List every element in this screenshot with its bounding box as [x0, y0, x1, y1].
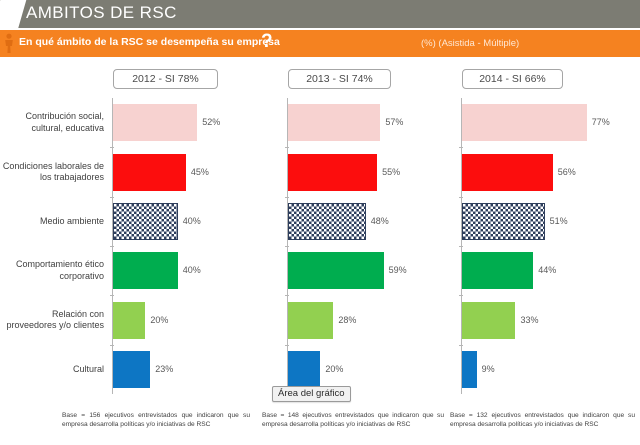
bar-value-label: 48%	[370, 215, 389, 226]
footnote-2012: Base = 156 ejecutivos entrevistados que …	[62, 412, 250, 428]
bar-1-2[interactable]	[288, 202, 366, 240]
axis-tick	[459, 295, 463, 297]
bar-value-label: 40%	[182, 265, 201, 276]
category-label: Comportamiento ético corporativo	[15, 259, 104, 281]
bar-value-label: 57%	[385, 117, 404, 128]
bar-0-2[interactable]	[113, 202, 178, 240]
year-header-2012[interactable]: 2012 - SI 78%	[113, 69, 218, 89]
year-header-2013[interactable]: 2013 - SI 74%	[288, 69, 391, 89]
bar-value-label: 9%	[481, 363, 495, 374]
bar-value-label: 55%	[382, 166, 401, 177]
bar-value-label: 52%	[202, 117, 221, 128]
bar-2-1[interactable]	[462, 153, 553, 191]
question-label: En qué ámbito de la RSC se desempeña su …	[19, 36, 280, 48]
title-bar: AMBITOS DE RSC	[0, 0, 640, 28]
axis-tick	[285, 295, 289, 297]
bar-value-label: 51%	[549, 215, 568, 226]
bar-0-3[interactable]	[113, 252, 178, 290]
bar-0-4[interactable]	[113, 301, 146, 339]
bar-value-label: 44%	[538, 265, 557, 276]
bar-value-label: 20%	[150, 314, 169, 325]
axis-tick	[110, 295, 114, 297]
bar-1-5[interactable]	[288, 350, 321, 388]
bar-2-4[interactable]	[462, 301, 516, 339]
bar-1-3[interactable]	[288, 252, 384, 290]
axis-tick	[285, 147, 289, 149]
assist-note: (%) (Asistida - Múltiple)	[421, 38, 520, 49]
chart-panel-2014[interactable]: 77% 56% 51% 44% 33% 9%	[459, 98, 619, 394]
axis-tick	[110, 147, 114, 149]
bar-value-label: 59%	[388, 265, 407, 276]
bar-2-2[interactable]	[462, 202, 545, 240]
category-label: Cultural	[72, 363, 104, 374]
bar-0-5[interactable]	[113, 350, 151, 388]
question-mark-icon: ?	[261, 31, 273, 52]
bar-1-1[interactable]	[288, 153, 378, 191]
bar-value-label: 20%	[325, 363, 344, 374]
question-bar: En qué ámbito de la RSC se desempeña su …	[0, 30, 640, 57]
bar-0-0[interactable]	[113, 104, 198, 142]
bar-value-label: 23%	[155, 363, 174, 374]
chart-panel-2012[interactable]: 52% 45% 40% 40% 20% 23%	[110, 98, 268, 394]
axis-tick	[459, 196, 463, 198]
category-axis: Contribución social, cultural, educativa…	[0, 98, 108, 394]
bar-value-label: 40%	[182, 215, 201, 226]
bar-value-label: 33%	[520, 314, 539, 325]
axis-tick	[459, 344, 463, 346]
category-label: Contribución social, cultural, educativa	[25, 111, 104, 133]
footnote-2013: Base = 148 ejecutivos entrevistados que …	[262, 412, 444, 428]
category-label: Condiciones laborales de los trabajadore…	[2, 160, 104, 183]
axis-tick	[285, 246, 289, 247]
person-icon	[5, 33, 13, 53]
axis-tick	[459, 147, 463, 149]
bar-1-4[interactable]	[288, 301, 334, 339]
decorative-slash	[0, 0, 29, 28]
bar-2-3[interactable]	[462, 252, 534, 290]
axis-tick	[110, 344, 114, 346]
bar-1-0[interactable]	[288, 104, 381, 142]
bar-value-label: 28%	[338, 314, 357, 325]
page-title: AMBITOS DE RSC	[26, 3, 177, 22]
chart-panel-2013[interactable]: 57% 55% 48% 59% 28% 20%	[285, 98, 443, 394]
bar-value-label: 56%	[557, 166, 576, 177]
footnote-2014: Base = 132 ejecutivos entrevistados que …	[450, 412, 635, 428]
category-label: Relación con proveedores y/o clientes	[6, 308, 104, 331]
axis-tick	[110, 196, 114, 198]
axis-tick	[285, 196, 289, 198]
axis-tick	[459, 246, 463, 247]
axis-tick	[285, 344, 289, 346]
category-label: Medio ambiente	[39, 215, 104, 226]
bar-2-0[interactable]	[462, 104, 587, 142]
bar-value-label: 77%	[591, 117, 610, 128]
chart-area-tooltip: Área del gráfico	[272, 386, 351, 402]
bar-0-1[interactable]	[113, 153, 186, 191]
bar-2-5[interactable]	[462, 350, 477, 388]
axis-tick	[110, 246, 114, 247]
bar-value-label: 45%	[190, 166, 209, 177]
year-header-2014[interactable]: 2014 - SI 66%	[462, 69, 563, 89]
